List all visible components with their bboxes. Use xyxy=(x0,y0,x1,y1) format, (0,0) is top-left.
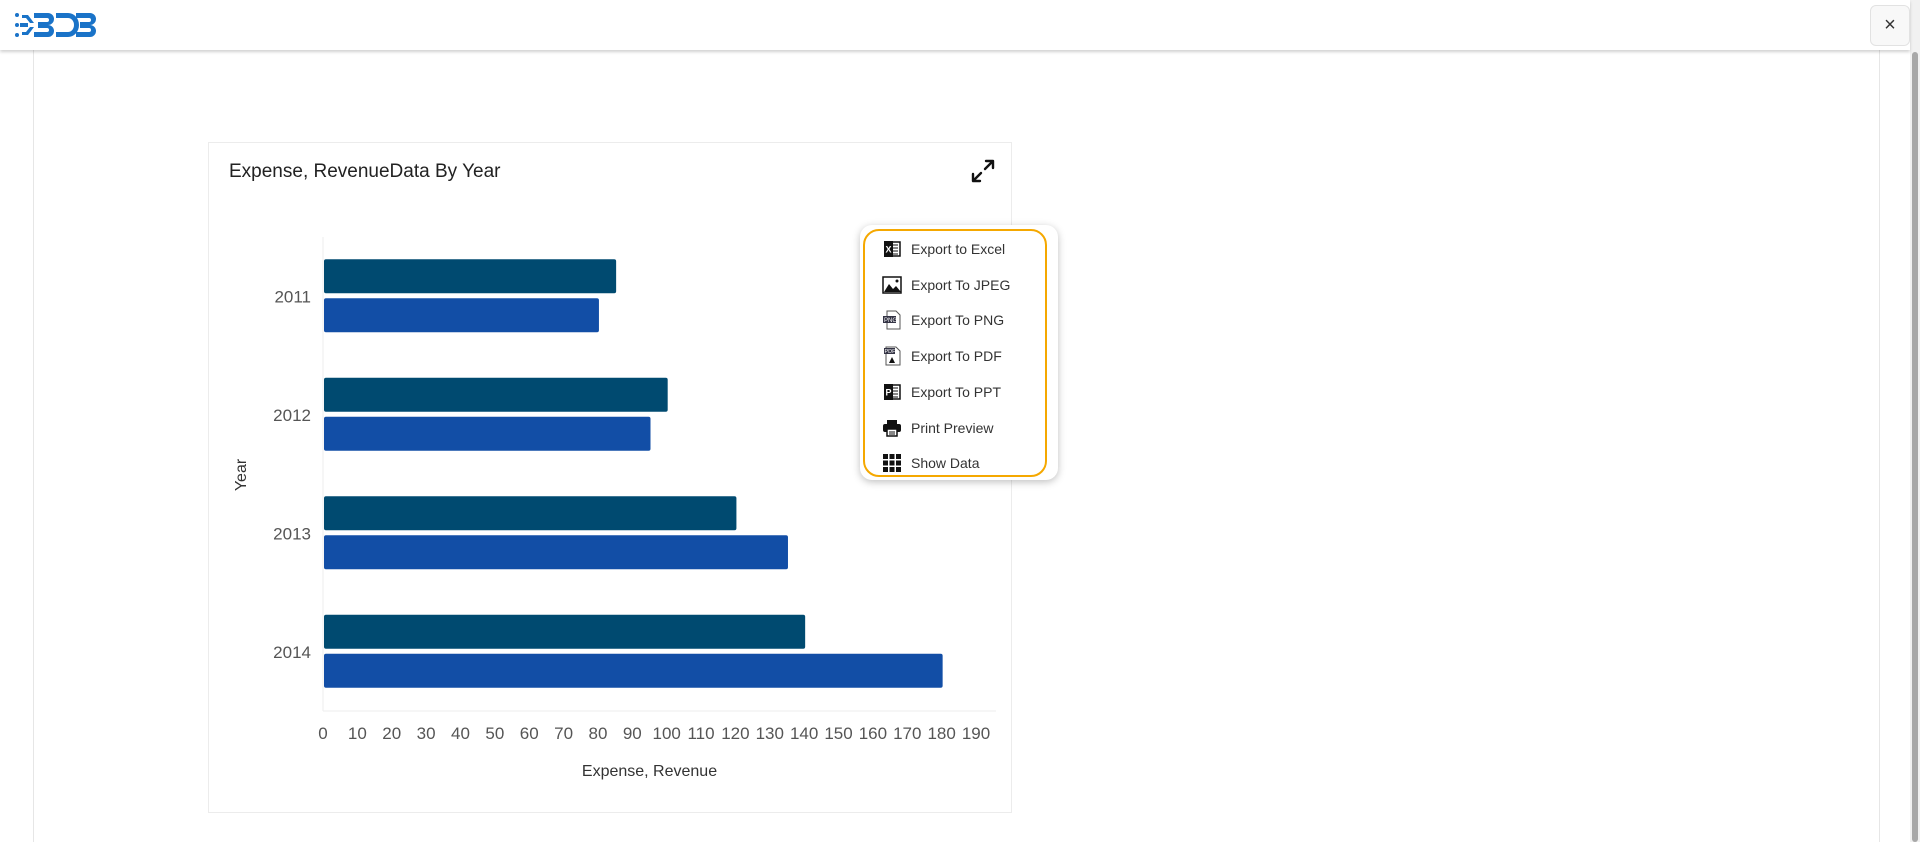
svg-text:P: P xyxy=(886,387,892,397)
bar-series-2-2011[interactable] xyxy=(324,298,599,333)
y-axis-label: Year xyxy=(233,458,250,491)
y-tick-label: 2013 xyxy=(273,524,311,543)
dashboard-panel xyxy=(33,50,1880,842)
excel-icon: X xyxy=(881,240,903,258)
png-file-icon: PNG xyxy=(881,310,903,330)
x-tick-label: 80 xyxy=(588,724,607,743)
x-tick-label: 130 xyxy=(756,724,784,743)
export-menu: X Export to Excel Export To JPEG PNG Export … xyxy=(860,225,1058,480)
bdb-logo xyxy=(14,10,98,45)
chart-title: Expense, RevenueData By Year xyxy=(229,161,501,182)
scrollbar[interactable] xyxy=(1910,0,1920,842)
menu-item-export-to-ppt[interactable]: P Export To PPT xyxy=(865,375,1045,409)
y-tick-label: 2012 xyxy=(273,406,311,425)
x-tick-label: 120 xyxy=(721,724,749,743)
x-tick-label: 150 xyxy=(824,724,852,743)
scrollbar-thumb[interactable] xyxy=(1912,52,1918,842)
menu-item-label: Show Data xyxy=(911,455,980,472)
pdf-file-icon: PDF xyxy=(881,346,903,366)
x-tick-label: 50 xyxy=(485,724,504,743)
x-tick-label: 170 xyxy=(893,724,921,743)
export-menu-border: X Export to Excel Export To JPEG PNG Export … xyxy=(863,229,1047,477)
image-icon xyxy=(881,275,903,294)
printer-icon xyxy=(881,419,903,437)
svg-text:X: X xyxy=(886,245,892,255)
x-tick-label: 110 xyxy=(687,724,714,743)
x-tick-label: 100 xyxy=(652,724,680,743)
expand-button[interactable] xyxy=(969,157,997,190)
menu-item-print-preview[interactable]: Print Preview xyxy=(865,411,1045,445)
bar-series-2-2013[interactable] xyxy=(324,535,788,570)
menu-item-export-to-pdf[interactable]: PDF Export To PDF xyxy=(865,339,1045,373)
menu-item-export-to-png[interactable]: PNG Export To PNG xyxy=(865,303,1045,337)
y-tick-label: 2011 xyxy=(274,287,311,306)
menu-item-label: Export to Excel xyxy=(911,241,1006,257)
menu-item-show-data[interactable]: Show Data xyxy=(865,446,1045,480)
x-tick-label: 140 xyxy=(790,724,818,743)
x-axis-label: Expense, Revenue xyxy=(582,763,717,780)
bar-series-1-2013[interactable] xyxy=(324,496,737,531)
bar-series-1-2014[interactable] xyxy=(324,614,806,649)
x-tick-label: 180 xyxy=(927,724,955,743)
svg-text:PDF: PDF xyxy=(885,349,897,355)
grid-icon xyxy=(881,454,903,473)
close-icon: × xyxy=(1884,14,1896,36)
bar-chart: 2011 2012 2013 2014 0 10 20 30 40 50 60 70 80 90 100 11… xyxy=(233,237,996,780)
x-tick-label: 190 xyxy=(962,724,990,743)
menu-item-label: Export To PPT xyxy=(911,383,1002,400)
top-bar: × xyxy=(0,0,1910,50)
x-tick-label: 60 xyxy=(520,724,539,743)
menu-item-label: Export To PDF xyxy=(911,348,1002,365)
menu-item-label: Print Preview xyxy=(911,419,994,436)
menu-item-export-to-jpeg[interactable]: Export To JPEG xyxy=(865,268,1045,302)
expand-icon xyxy=(971,159,995,183)
x-tick-label: 160 xyxy=(859,724,887,743)
x-tick-label: 70 xyxy=(554,724,573,743)
x-tick-label: 30 xyxy=(417,724,436,743)
x-tick-label: 10 xyxy=(348,724,367,743)
x-tick-label: 40 xyxy=(451,724,470,743)
bar-series-2-2012[interactable] xyxy=(324,416,651,451)
powerpoint-icon: P xyxy=(881,383,903,401)
bar-series-1-2012[interactable] xyxy=(324,377,668,412)
x-tick-label: 20 xyxy=(382,724,401,743)
menu-item-export-to-excel[interactable]: X Export to Excel xyxy=(865,232,1045,266)
y-tick-label: 2014 xyxy=(273,643,311,662)
close-button[interactable]: × xyxy=(1870,5,1910,46)
menu-item-label: Export To PNG xyxy=(911,312,1005,329)
x-tick-label: 90 xyxy=(623,724,642,743)
bar-series-2-2014[interactable] xyxy=(324,653,943,688)
bar-series-1-2011[interactable] xyxy=(324,259,617,294)
svg-text:PNG: PNG xyxy=(884,318,897,324)
x-tick-label: 0 xyxy=(318,724,327,743)
menu-item-label: Export To JPEG xyxy=(911,276,1011,293)
